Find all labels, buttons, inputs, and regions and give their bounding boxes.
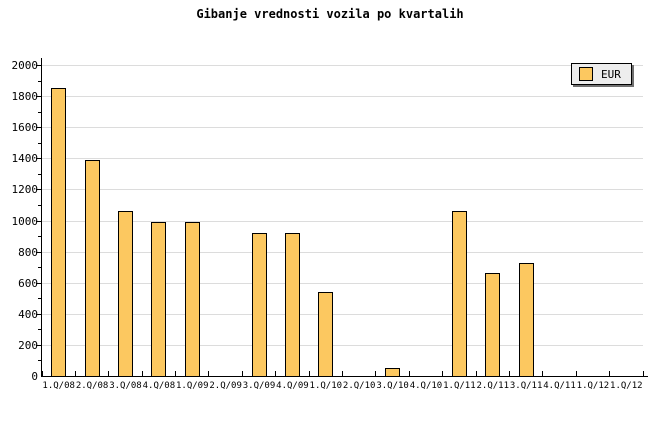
y-minor-tick-300 <box>38 329 41 331</box>
y-minor-tick-100 <box>38 360 41 362</box>
x-axis-tick <box>141 371 143 376</box>
gridline-800 <box>42 251 643 253</box>
x-axis-label-5: 2.Q/09 <box>209 381 242 391</box>
bar-4-q-09 <box>284 232 300 376</box>
x-axis-tick <box>241 371 243 376</box>
y-major-tick-1000 <box>36 220 41 222</box>
x-axis-label-17: 1.Q/12 <box>610 381 643 391</box>
y-minor-tick-1300 <box>38 173 41 175</box>
bar-1-q-10 <box>318 292 334 376</box>
gridline-1600 <box>42 127 643 129</box>
x-axis-tick <box>208 371 210 376</box>
y-axis-label-400: 400 <box>18 307 38 321</box>
legend: EUR <box>571 63 632 85</box>
y-axis-label-200: 200 <box>18 338 38 352</box>
bar-2-q-11 <box>485 273 501 376</box>
chart-title: Gibanje vrednosti vozila po kvartalih <box>196 7 464 21</box>
y-major-tick-1200 <box>36 189 41 191</box>
x-axis-label-4: 1.Q/09 <box>175 381 209 391</box>
x-axis-label-13: 2.Q/11 <box>476 381 510 391</box>
y-minor-tick-500 <box>38 298 41 300</box>
gridline-1800 <box>42 96 643 98</box>
y-minor-tick-1700 <box>38 111 41 113</box>
y-axis-label-0: 0 <box>31 370 38 383</box>
x-axis-tick <box>74 371 76 376</box>
y-axis-label-600: 600 <box>18 276 38 290</box>
gridline-600 <box>42 282 643 284</box>
x-axis-tick <box>408 371 410 376</box>
x-axis-label-2: 3.Q/08 <box>109 381 142 391</box>
y-major-tick-1600 <box>36 127 41 129</box>
y-axis-label-2000: 2000 <box>11 59 39 72</box>
y-major-tick-2000 <box>36 65 41 66</box>
x-axis-tick <box>41 371 43 376</box>
gridline-1000 <box>42 220 643 222</box>
legend-label-eur: EUR <box>601 67 621 81</box>
gridline-200 <box>42 344 643 346</box>
x-axis-tick <box>108 371 110 376</box>
y-minor-tick-1100 <box>38 204 41 206</box>
gridline-1200 <box>42 189 643 191</box>
x-axis-line <box>643 376 648 377</box>
x-axis-tick <box>308 371 310 376</box>
x-axis-tick <box>442 371 444 376</box>
x-axis-label-15: 4.Q/11 <box>543 381 576 391</box>
y-axis-label-1400: 1400 <box>11 152 39 166</box>
gridline-2000 <box>42 65 643 66</box>
plot-area: 0 200 400 600 800 1000 1200 1400 1600 1800 2000 1.Q… <box>12 58 648 391</box>
y-axis-line <box>41 58 42 65</box>
bar-3-q-09 <box>251 232 267 376</box>
x-axis-tick <box>575 371 577 376</box>
x-axis-tick <box>275 371 277 376</box>
bar-3-q-08 <box>117 211 133 376</box>
x-axis-label-10: 3.Q/10 <box>376 381 409 391</box>
y-axis-label-800: 800 <box>18 245 38 259</box>
x-axis-tick <box>475 371 477 376</box>
gridline-1400 <box>42 158 643 160</box>
x-axis-tick <box>342 371 343 376</box>
x-axis-label-6: 3.Q/09 <box>242 381 276 391</box>
bar-1-q-08 <box>51 88 67 376</box>
y-axis-label-1800: 1800 <box>11 90 39 104</box>
y-major-tick-200 <box>36 344 41 346</box>
y-major-tick-1400 <box>36 158 41 160</box>
y-major-tick-800 <box>36 251 41 253</box>
y-axis-label-1000: 1000 <box>11 214 39 228</box>
y-minor-tick-700 <box>38 267 41 269</box>
x-axis-tick <box>542 371 544 376</box>
bar-1-q-11 <box>451 211 467 376</box>
x-axis-label-3: 4.Q/08 <box>142 381 176 391</box>
x-axis-label-7: 4.Q/09 <box>276 381 309 391</box>
x-axis-label-0: 1.Q/08 <box>42 381 75 391</box>
x-axis-tick <box>175 371 177 376</box>
x-axis-tick <box>642 371 644 376</box>
y-major-tick-600 <box>36 282 41 284</box>
gridline-400 <box>42 313 643 315</box>
bar-1-q-09 <box>184 222 200 376</box>
x-axis-label-8: 1.Q/10 <box>309 381 343 391</box>
x-axis-tick <box>609 371 611 376</box>
x-axis-label-11: 4.Q/10 <box>409 381 443 391</box>
x-axis-label-1: 2.Q/08 <box>75 381 109 391</box>
y-major-tick-400 <box>36 313 41 315</box>
x-axis-tick <box>375 371 377 376</box>
x-axis-label-16: 1.Q/12 <box>576 381 610 391</box>
y-axis-label-1600: 1600 <box>11 121 39 135</box>
legend-swatch-eur <box>579 67 593 81</box>
x-axis-tick <box>508 371 510 376</box>
bar-4-q-08 <box>151 222 167 376</box>
y-minor-tick-1500 <box>38 142 41 144</box>
y-minor-tick-1900 <box>38 80 41 82</box>
bar-2-q-08 <box>84 159 100 376</box>
bar-3-q-11 <box>518 263 534 376</box>
bar-3-q-10 <box>385 368 401 376</box>
x-axis-label-14: 3.Q/11 <box>509 381 543 391</box>
y-axis-label-1200: 1200 <box>11 183 39 197</box>
y-minor-tick-900 <box>38 236 41 238</box>
x-axis-label-12: 1.Q/11 <box>443 381 476 391</box>
y-major-tick-1800 <box>36 96 41 98</box>
x-axis-label-9: 2.Q/10 <box>342 381 376 391</box>
